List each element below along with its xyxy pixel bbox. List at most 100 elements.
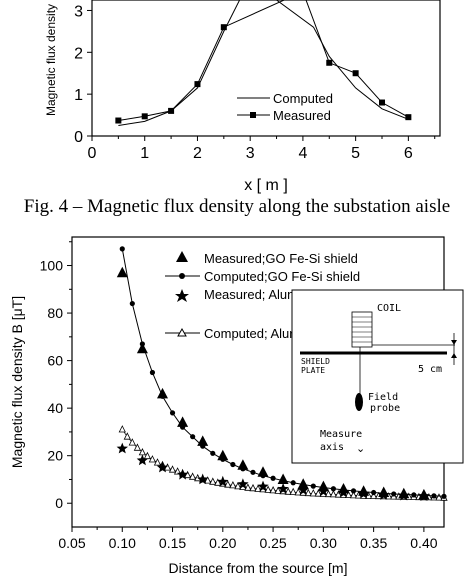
computed-al-point: [349, 491, 358, 499]
computed-al-point: [143, 451, 152, 460]
x-tick-label: 0.15: [159, 535, 186, 551]
inset-diagram: COIL SHIELD PLATE 5 cm Field probe Measu…: [291, 289, 464, 464]
top-legend: Computed Measured: [237, 91, 333, 123]
measured-go-point: [257, 466, 269, 477]
measured-al-point: [317, 485, 330, 497]
computed-al-point: [118, 425, 126, 433]
distance-arrow-down: [451, 353, 457, 358]
legend-measured-label: Measured: [273, 108, 331, 123]
x-tick-label: 0.05: [58, 535, 85, 551]
top-y-axis-title: Magnetic flux density: [44, 4, 58, 116]
measured-al-point: [176, 468, 189, 480]
top-chart: 0 1 2 3 4 5 6 0 1 2 3 x [ m ] Magnetic flux densit…: [44, 0, 441, 194]
measured-al-point: [378, 488, 390, 500]
computed-al-point: [133, 443, 142, 451]
computed-go-point: [250, 469, 256, 475]
computed-al-point: [304, 488, 312, 497]
legend-computed-go-marker: [179, 273, 185, 279]
computed-go-point: [169, 410, 176, 416]
bottom-y-axis-title: Magnetic flux density B [μT]: [9, 296, 25, 468]
computed-al-point: [204, 476, 212, 484]
legend-computed-al-marker: [177, 327, 187, 337]
y-tick-label: 60: [47, 353, 63, 369]
computed-al-point: [435, 493, 443, 501]
computed-al-point: [183, 470, 192, 479]
computed-al-point: [153, 458, 162, 466]
legend-measured-go-label: Measured;GO Fe-Si shield: [204, 251, 358, 266]
inset-plate-label: PLATE: [301, 366, 325, 375]
computed-al-point: [309, 489, 317, 497]
measured-point: [405, 114, 412, 121]
x-tick-label: 6: [404, 145, 413, 162]
measured-point: [141, 113, 148, 120]
inset-axis-label: axis: [320, 442, 344, 453]
y-tick-label: 0: [55, 495, 63, 511]
computed-al-point: [344, 490, 353, 499]
field-probe-shape: [355, 393, 363, 411]
bottom-series: [116, 246, 448, 501]
measured-al-point: [357, 487, 370, 499]
x-tick-label: 0.30: [310, 535, 337, 551]
computed-al-point: [168, 465, 177, 473]
y-tick-label: 0: [74, 129, 83, 146]
y-tick-label: 100: [40, 258, 64, 274]
computed-go-point: [411, 492, 417, 498]
measured-go-point: [136, 342, 148, 354]
measured-point: [115, 117, 122, 124]
measured-point: [326, 59, 333, 66]
computed-al-point: [269, 486, 277, 494]
inset-shield-label: SHIELD: [301, 357, 330, 366]
legend-measured-marker: [250, 112, 256, 118]
measured-al-point: [217, 475, 229, 487]
measured-point: [168, 107, 175, 114]
y-tick-label: 1: [74, 87, 83, 104]
coil-shape: [351, 311, 373, 348]
computed-go-point: [129, 300, 135, 307]
inset-frame: [291, 289, 464, 464]
measured-al-point: [277, 483, 289, 494]
measured-al-point: [337, 486, 350, 498]
measured-go-point: [277, 473, 289, 484]
computed-go-point: [190, 434, 196, 440]
bottom-ticks: 0.05 0.10 0.15 0.20 0.25 0.30 0.35 0.40 0 20 40 60 8…: [40, 241, 438, 551]
computed-al-point: [224, 480, 232, 488]
computed-al-point: [214, 478, 222, 486]
measured-al-point: [297, 484, 309, 495]
computed-al-point: [249, 483, 257, 492]
measured-al-point: [398, 489, 410, 501]
y-tick-label: 80: [47, 305, 63, 321]
measured-al-point: [136, 454, 149, 466]
computed-al-point: [284, 487, 292, 495]
computed-go-point: [350, 488, 357, 494]
computed-go-point: [230, 461, 236, 468]
computed-go-point: [330, 486, 337, 492]
y-tick-label: 2: [74, 45, 83, 62]
computed-go-point: [149, 369, 156, 376]
y-tick-label: 20: [47, 448, 63, 464]
measured-al-point: [237, 478, 249, 490]
computed-al-point: [294, 488, 302, 496]
x-tick-label: 4: [298, 145, 307, 162]
x-tick-label: 2: [193, 145, 202, 162]
computed-al-point: [229, 481, 237, 489]
computed-go-point: [310, 483, 316, 489]
top-ticks: 0 1 2 3 4 5 6 0 1 2 3: [74, 3, 436, 162]
measured-point: [352, 70, 359, 77]
x-tick-label: 0: [88, 145, 97, 162]
computed-go-point: [371, 489, 377, 496]
measured-al-point: [116, 442, 128, 454]
top-plot-frame: [91, 0, 441, 137]
computed-al-point: [289, 487, 297, 496]
inset-coil-label: COIL: [377, 303, 401, 314]
computed-al-point: [148, 455, 157, 463]
measured-line: [118, 0, 409, 121]
computed-go-point: [431, 493, 437, 499]
legend-measured-go-marker: [176, 251, 188, 262]
computed-al-point: [188, 472, 197, 480]
measured-go-point: [237, 459, 249, 470]
measured-al-point: [257, 480, 269, 492]
computed-al-point: [334, 490, 343, 498]
inset-measure-label: Measure: [320, 429, 362, 440]
measured-al-point: [156, 461, 169, 473]
